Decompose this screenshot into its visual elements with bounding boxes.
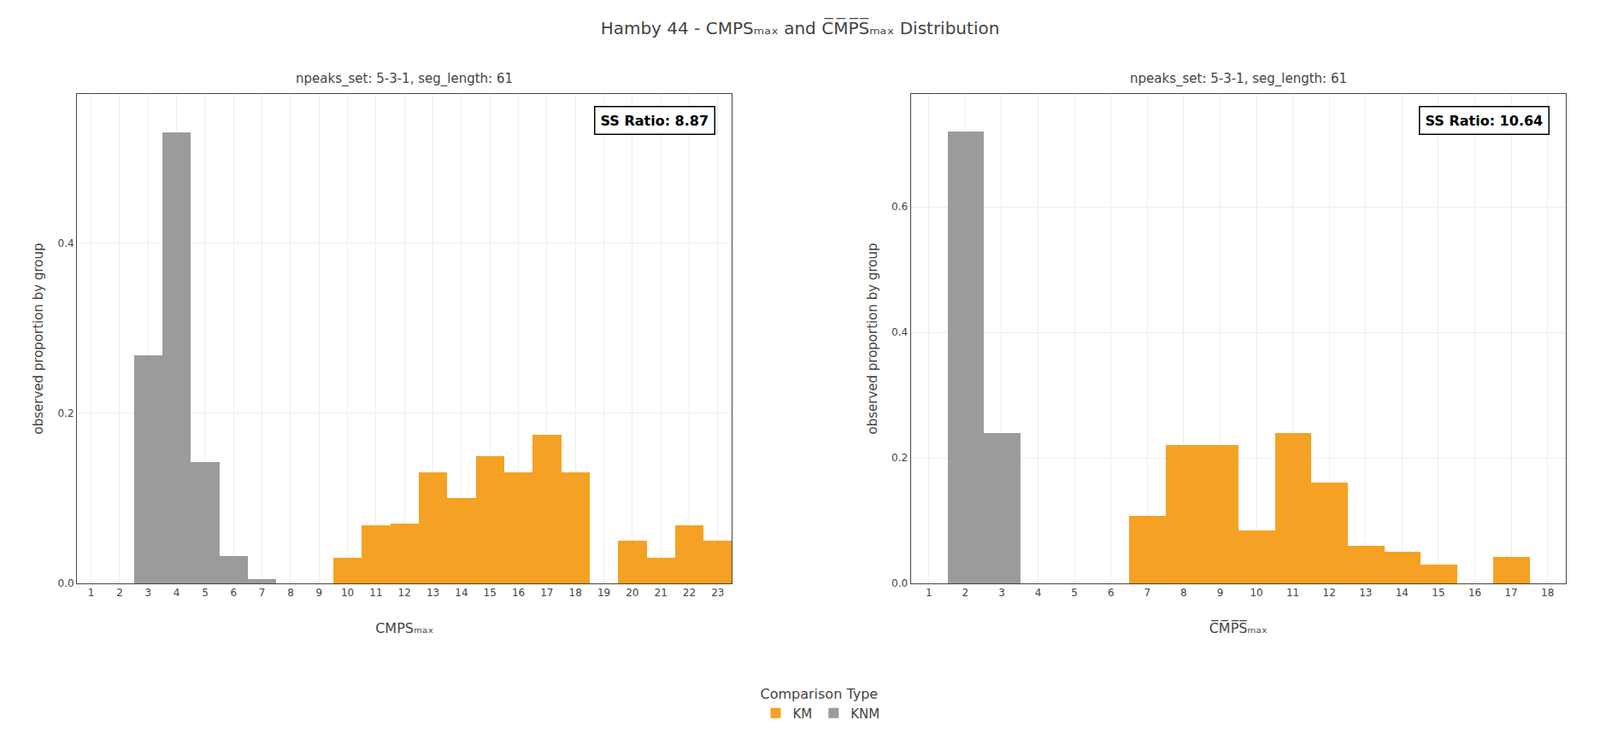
svg-text:0.0: 0.0 bbox=[891, 577, 908, 590]
svg-text:observed proportion by group: observed proportion by group bbox=[30, 243, 47, 436]
svg-text:0.6: 0.6 bbox=[891, 200, 908, 213]
svg-text:0.2: 0.2 bbox=[891, 452, 908, 465]
svg-text:5: 5 bbox=[1070, 587, 1078, 600]
svg-text:SS Ratio: 8.87: SS Ratio: 8.87 bbox=[600, 112, 710, 130]
svg-text:Comparison Type: Comparison Type bbox=[760, 686, 879, 703]
svg-text:11: 11 bbox=[369, 587, 383, 600]
svg-text:20: 20 bbox=[625, 587, 639, 600]
svg-text:observed proportion by group: observed proportion by group bbox=[864, 243, 881, 436]
svg-text:11: 11 bbox=[1286, 587, 1300, 600]
svg-text:KM: KM bbox=[793, 706, 813, 723]
svg-text:SS Ratio: 10.64: SS Ratio: 10.64 bbox=[1425, 112, 1544, 130]
svg-text:3: 3 bbox=[998, 587, 1006, 600]
svg-text:10: 10 bbox=[1249, 587, 1263, 600]
svg-text:16: 16 bbox=[1468, 587, 1482, 600]
svg-text:0.4: 0.4 bbox=[58, 237, 75, 250]
svg-text:6: 6 bbox=[229, 587, 237, 600]
svg-text:17: 17 bbox=[1504, 587, 1518, 600]
svg-text:18: 18 bbox=[1541, 587, 1554, 600]
svg-text:21: 21 bbox=[654, 587, 668, 600]
svg-text:0.4: 0.4 bbox=[891, 326, 908, 339]
svg-text:13: 13 bbox=[1358, 587, 1372, 600]
svg-text:1: 1 bbox=[88, 587, 95, 600]
svg-text:12: 12 bbox=[1323, 587, 1336, 600]
svg-text:13: 13 bbox=[426, 587, 440, 600]
svg-text:14: 14 bbox=[1395, 587, 1409, 600]
svg-text:18: 18 bbox=[569, 587, 583, 600]
svg-text:0.0: 0.0 bbox=[58, 577, 75, 590]
svg-text:9: 9 bbox=[1217, 587, 1224, 600]
svg-text:CMPSₘₐₓ: CMPSₘₐₓ bbox=[375, 620, 434, 637]
svg-text:3: 3 bbox=[144, 587, 152, 600]
svg-text:6: 6 bbox=[1107, 587, 1115, 600]
svg-text:KNM: KNM bbox=[850, 706, 880, 723]
svg-text:15: 15 bbox=[483, 587, 497, 600]
svg-text:17: 17 bbox=[540, 587, 553, 600]
svg-text:16: 16 bbox=[511, 587, 525, 600]
svg-text:npeaks_set: 5-3-1, seg_length:: npeaks_set: 5-3-1, seg_length: 61 bbox=[295, 70, 513, 88]
svg-text:23: 23 bbox=[711, 587, 724, 600]
svg-text:7: 7 bbox=[1143, 587, 1151, 600]
svg-text:C̅M̅P̅S̅ₘₐₓ: C̅M̅P̅S̅ₘₐₓ bbox=[1209, 620, 1268, 637]
svg-text:2: 2 bbox=[962, 587, 970, 600]
svg-text:npeaks_set: 5-3-1, seg_length:: npeaks_set: 5-3-1, seg_length: 61 bbox=[1129, 70, 1348, 88]
svg-text:15: 15 bbox=[1431, 587, 1445, 600]
svg-text:14: 14 bbox=[454, 587, 468, 600]
svg-text:10: 10 bbox=[341, 587, 354, 600]
svg-text:22: 22 bbox=[682, 587, 696, 600]
svg-text:5: 5 bbox=[201, 587, 209, 600]
svg-text:4: 4 bbox=[1035, 587, 1042, 600]
svg-text:4: 4 bbox=[173, 587, 181, 600]
svg-text:2: 2 bbox=[116, 587, 124, 600]
svg-text:8: 8 bbox=[1180, 587, 1188, 600]
svg-text:9: 9 bbox=[315, 587, 323, 600]
svg-text:8: 8 bbox=[287, 587, 295, 600]
svg-text:19: 19 bbox=[597, 587, 611, 600]
svg-text:7: 7 bbox=[258, 587, 266, 600]
svg-text:12: 12 bbox=[398, 587, 412, 600]
svg-text:1: 1 bbox=[925, 587, 933, 600]
svg-text:0.2: 0.2 bbox=[58, 407, 75, 420]
svg-text:Hamby 44 - CMPSₘₐₓ and C̅M̅P̅S: Hamby 44 - CMPSₘₐₓ and C̅M̅P̅S̅ₘₐₓ Distr… bbox=[600, 17, 1000, 39]
